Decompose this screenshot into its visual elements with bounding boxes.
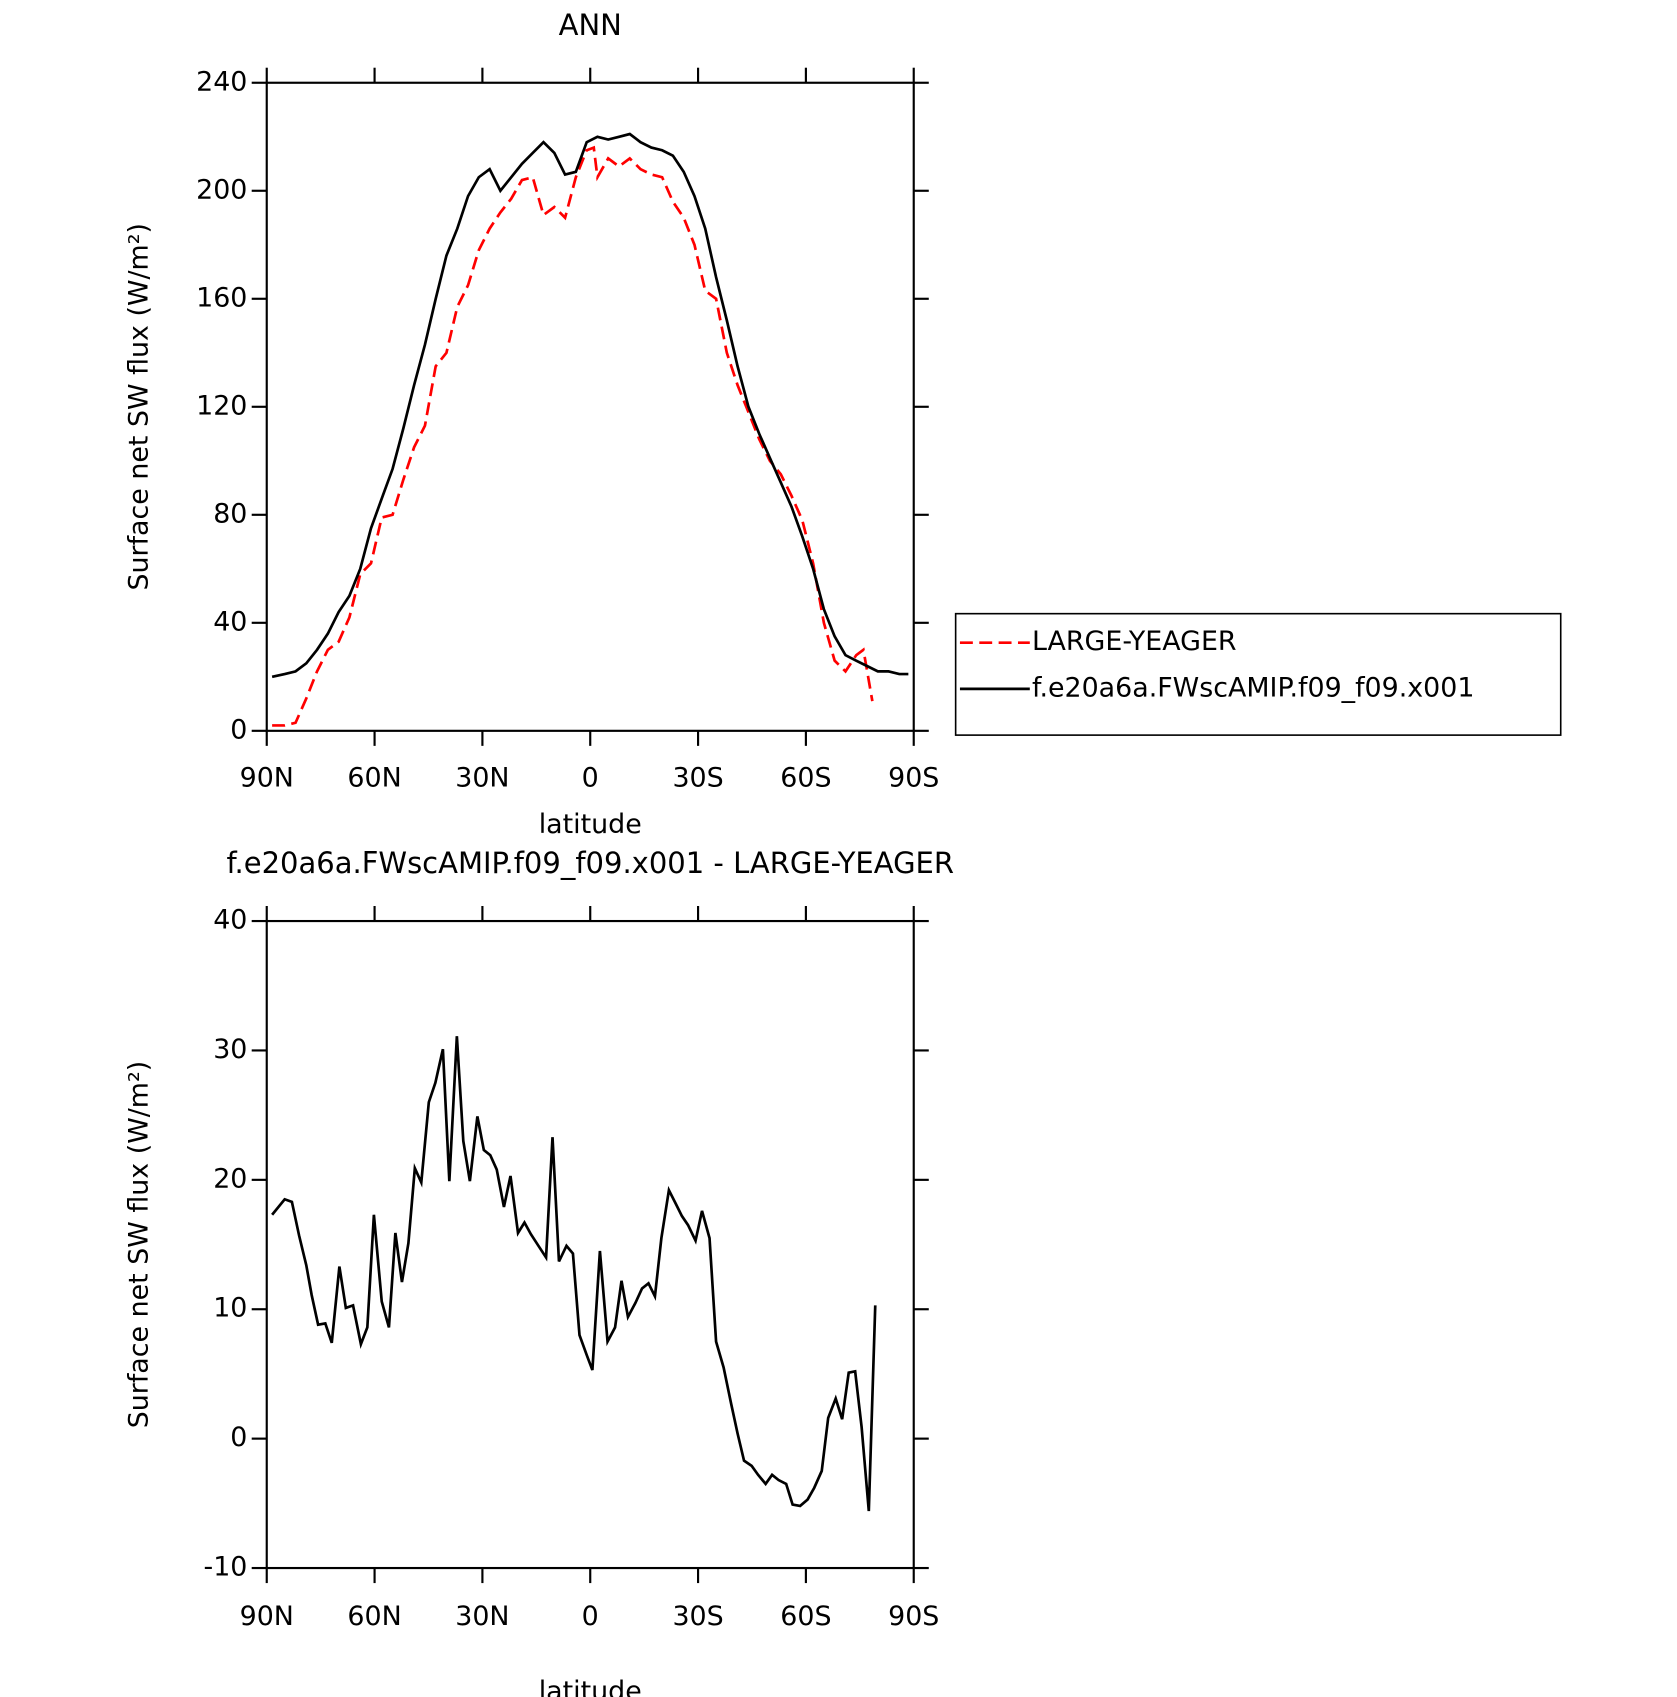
x-tick-label: 60S xyxy=(780,763,831,794)
x-tick-label: 30S xyxy=(672,1601,723,1632)
x-tick-label: 30S xyxy=(672,763,723,794)
y-tick-label: 0 xyxy=(230,714,247,745)
chart-title: ANN xyxy=(559,8,622,42)
y-tick-label: 160 xyxy=(196,282,247,313)
x-tick-label: 90S xyxy=(888,763,939,794)
data-line xyxy=(271,132,909,679)
x-tick-label: 60S xyxy=(780,1601,831,1632)
legend-box xyxy=(954,612,1562,736)
y-tick-label: 200 xyxy=(196,174,247,205)
y-tick-label: 10 xyxy=(213,1293,247,1324)
plot-frame xyxy=(265,81,915,732)
y-tick-label: 80 xyxy=(213,498,247,529)
y-tick-label: 30 xyxy=(213,1034,247,1065)
x-tick-label: 90N xyxy=(240,763,294,794)
x-tick-label: 0 xyxy=(582,763,599,794)
y-tick-label: 40 xyxy=(213,606,247,637)
x-tick-label: 90N xyxy=(240,1601,294,1632)
x-tick-label: 30N xyxy=(455,1601,509,1632)
x-tick-label: 30N xyxy=(455,763,509,794)
data-line xyxy=(272,145,874,727)
x-axis-label: latitude xyxy=(539,809,642,840)
y-tick-label: 40 xyxy=(213,905,247,936)
y-tick-label: 120 xyxy=(196,390,247,421)
data-line xyxy=(271,1036,877,1512)
x-axis-label: latitude xyxy=(539,1676,642,1697)
x-tick-label: 0 xyxy=(582,1601,599,1632)
legend-label: LARGE-YEAGER xyxy=(1032,626,1237,657)
plot-frame xyxy=(265,919,915,1570)
legend-label: f.e20a6a.FWscAMIP.f09_f09.x001 xyxy=(1032,672,1474,703)
y-tick-label: 240 xyxy=(196,66,247,97)
y-tick-label: 0 xyxy=(230,1422,247,1453)
x-tick-label: 90S xyxy=(888,1601,939,1632)
y-axis-label: Surface net SW flux (W/m²) xyxy=(123,1061,154,1429)
x-tick-label: 60N xyxy=(347,1601,401,1632)
chart-title: f.e20a6a.FWscAMIP.f09_f09.x001 - LARGE-Y… xyxy=(226,846,954,880)
y-tick-label: -10 xyxy=(204,1552,248,1583)
y-axis-label: Surface net SW flux (W/m²) xyxy=(123,223,154,590)
x-tick-label: 60N xyxy=(347,763,401,794)
y-tick-label: 20 xyxy=(213,1163,247,1194)
